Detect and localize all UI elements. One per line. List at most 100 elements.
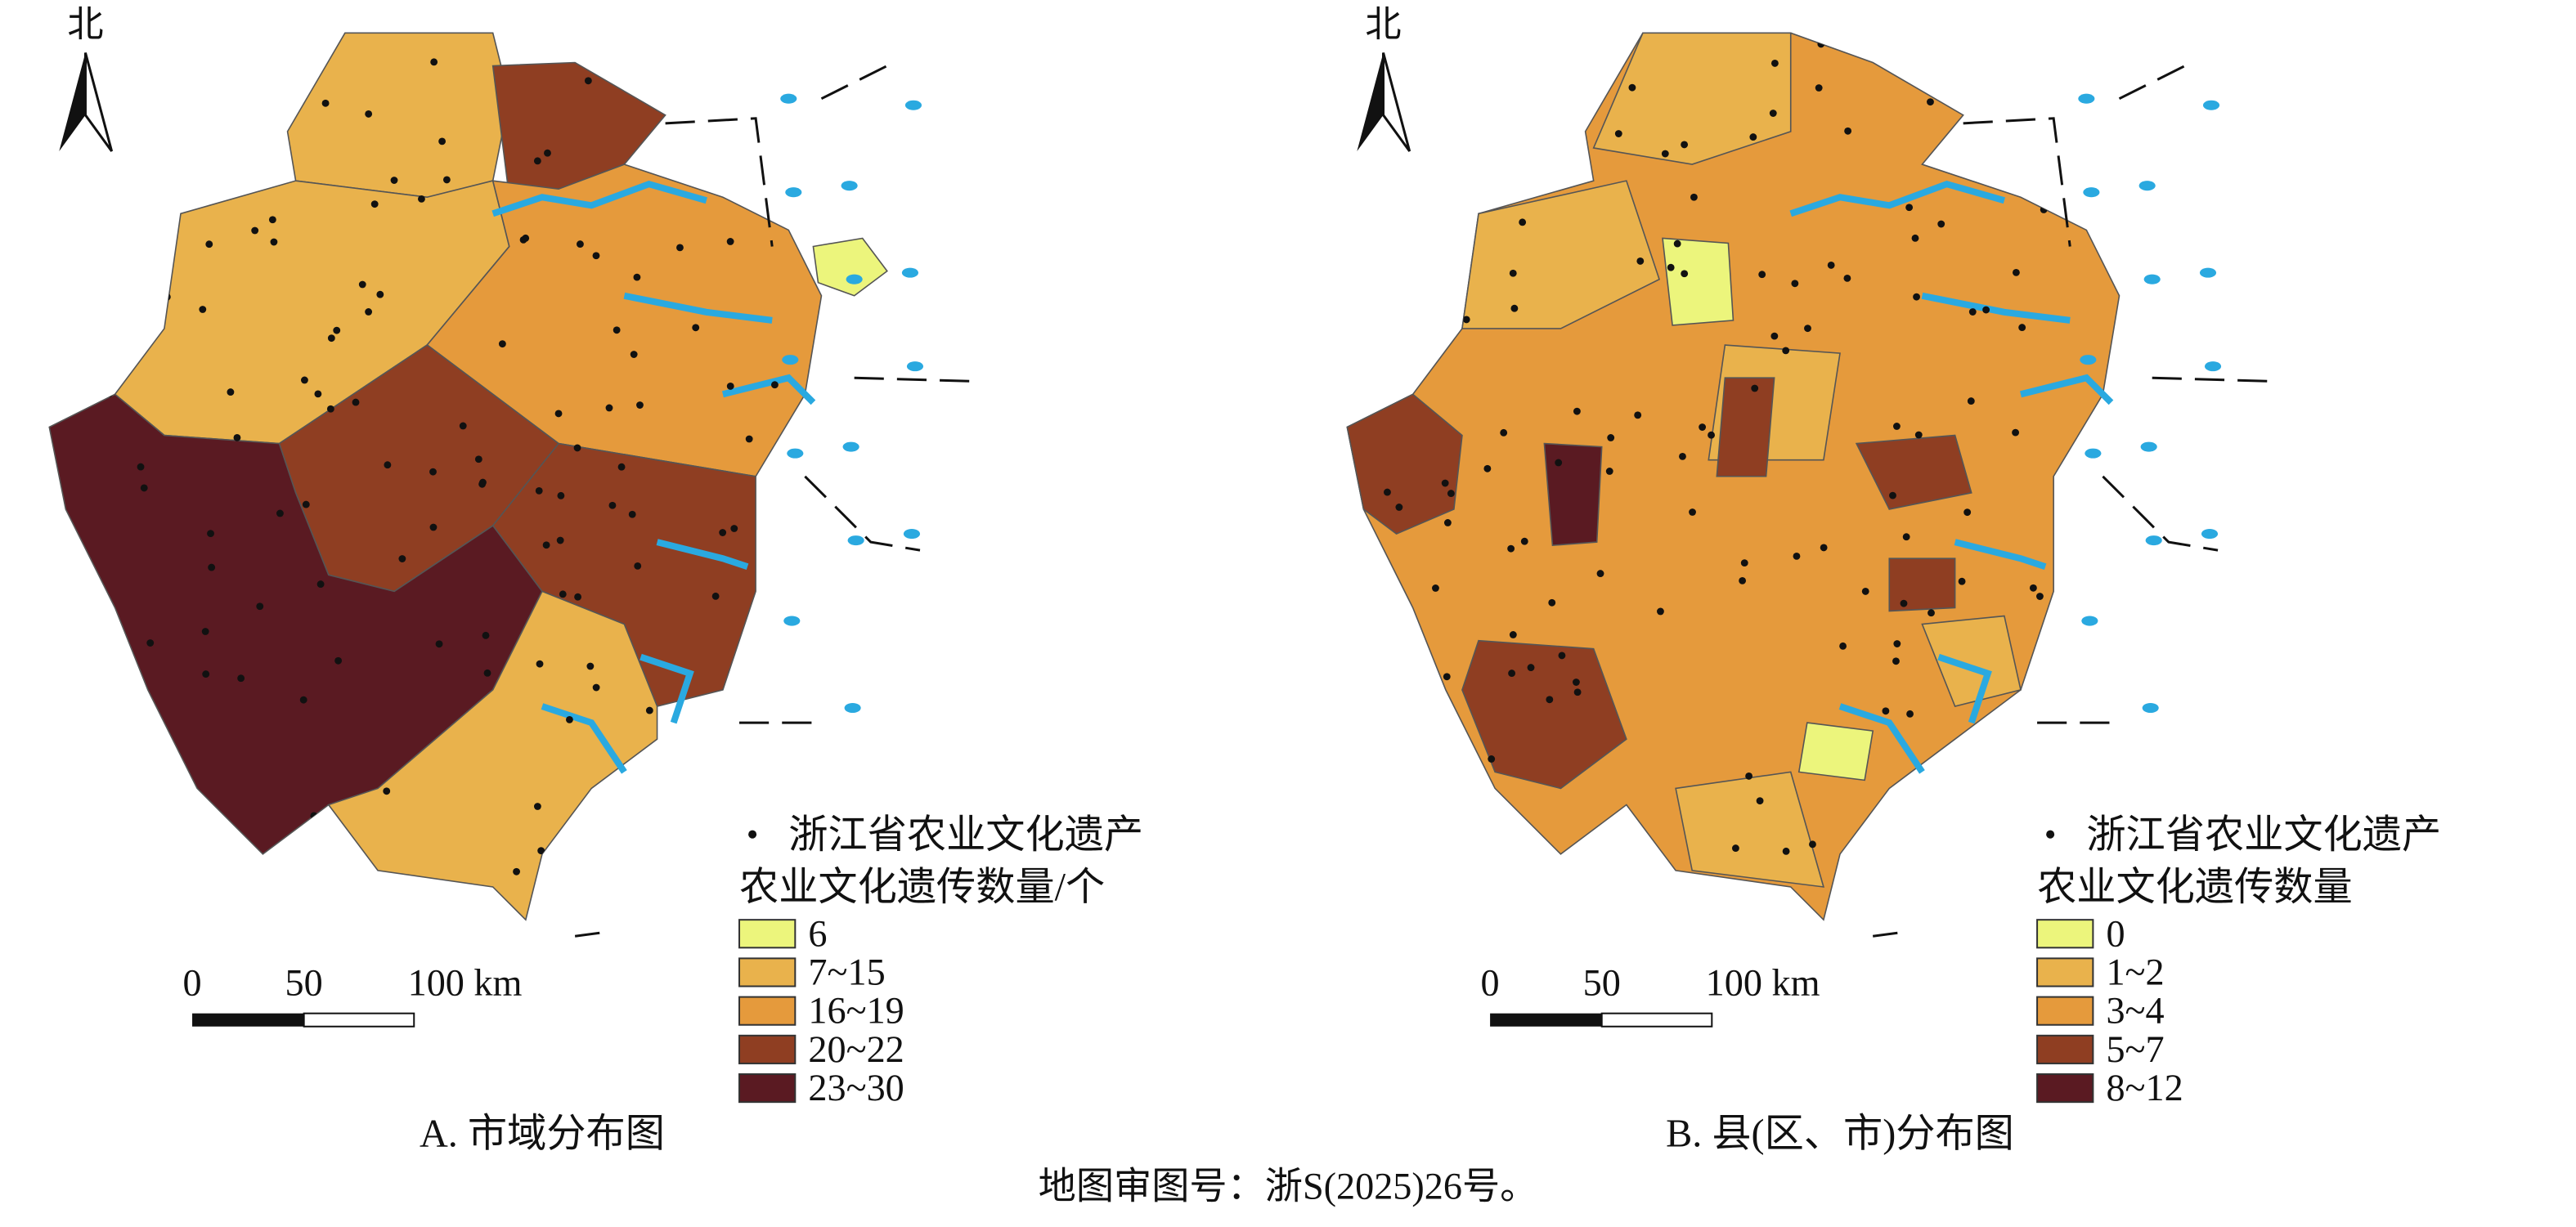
site-dot	[227, 849, 234, 857]
site-dot	[2036, 593, 2044, 600]
site-dot	[537, 847, 545, 855]
legend-title: 农业文化遗传数量/个	[739, 866, 1105, 909]
scale-label: 0	[1481, 962, 1500, 1004]
site-dot	[1347, 75, 1351, 83]
site-dot	[645, 706, 653, 714]
site-dot	[536, 660, 544, 668]
site-dot	[268, 216, 276, 224]
water	[1921, 292, 2071, 324]
island	[2202, 100, 2220, 110]
site-dot	[1509, 269, 1517, 277]
island	[842, 441, 859, 452]
site-dot	[483, 669, 491, 677]
site-dot	[302, 500, 310, 508]
site-dot	[1507, 544, 1515, 553]
legend-label: 6	[808, 912, 827, 954]
site-dot	[164, 98, 172, 106]
site-dot	[1347, 816, 1352, 823]
site-dot	[680, 841, 689, 849]
site-dot	[1362, 101, 1370, 109]
site-dot	[1905, 204, 1914, 212]
site-dot	[634, 562, 642, 570]
site-dot	[754, 206, 762, 214]
site-dot	[726, 238, 734, 245]
site-dot	[1690, 193, 1698, 201]
scale-bar	[303, 1012, 415, 1028]
site-dot	[719, 529, 727, 536]
water	[1789, 180, 2005, 217]
site-dot	[1605, 468, 1613, 475]
site-dot	[1820, 544, 1828, 552]
boundary-line	[854, 376, 970, 383]
scale-bar	[192, 1013, 304, 1027]
site-dot	[783, 727, 791, 735]
site-dot	[1420, 365, 1428, 374]
site-dot	[1636, 257, 1645, 265]
site-dot	[1902, 533, 1910, 541]
boundary-line	[1872, 931, 1898, 938]
site-dot	[327, 334, 335, 343]
legend-swatch	[2036, 1073, 2094, 1104]
site-dot	[633, 273, 641, 281]
site-dot	[194, 147, 201, 155]
site-dot	[727, 793, 735, 801]
water	[640, 653, 694, 724]
site-dot	[1946, 53, 1954, 60]
site-dot	[1520, 537, 1528, 545]
island	[2143, 274, 2161, 284]
site-dot	[256, 602, 264, 611]
site-dot	[131, 755, 139, 764]
island	[846, 274, 863, 284]
site-dot	[237, 674, 245, 683]
north-arrow	[1357, 52, 1384, 151]
site-dot	[1839, 903, 1847, 911]
site-dot	[554, 410, 563, 418]
site-dot	[573, 444, 581, 452]
site-dot	[358, 280, 366, 289]
site-dot	[429, 523, 438, 531]
site-dot	[365, 110, 373, 118]
site-dot	[1574, 132, 1582, 140]
legend-point	[2046, 830, 2055, 839]
site-dot	[566, 715, 573, 723]
site-dot	[1732, 844, 1739, 853]
site-dot	[542, 541, 550, 549]
legend-swatch	[738, 1034, 797, 1064]
site-dot	[199, 306, 207, 313]
water	[1937, 653, 1992, 724]
site-dot	[1927, 98, 1934, 106]
site-dot	[1914, 431, 1923, 439]
site-dot	[1745, 772, 1753, 780]
site-dot	[208, 563, 216, 571]
site-dot	[1967, 397, 1975, 405]
site-dot	[1558, 652, 1566, 660]
island	[847, 535, 864, 546]
site-dot	[1681, 270, 1689, 278]
site-dot	[1483, 464, 1492, 472]
site-dot	[1906, 710, 1914, 718]
site-dot	[1508, 669, 1516, 677]
site-dot	[1573, 407, 1581, 415]
boundary-line	[804, 475, 921, 552]
site-dot	[479, 478, 487, 486]
site-dot	[1380, 648, 1387, 656]
site-dot	[2074, 61, 2081, 69]
site-dot	[726, 383, 734, 390]
site-dot	[1362, 307, 1370, 316]
site-dot	[1911, 234, 1919, 242]
boundary-line	[1963, 117, 2071, 247]
site-dot	[1913, 293, 1920, 301]
scale-label: 50	[1583, 962, 1621, 1004]
region	[1543, 442, 1603, 546]
site-dot	[533, 157, 541, 165]
island	[783, 616, 801, 626]
site-dot	[276, 509, 284, 517]
site-dot	[201, 628, 209, 635]
site-dot	[1928, 609, 1935, 617]
site-dot	[559, 590, 567, 598]
site-dot	[2097, 792, 2105, 800]
site-dot	[140, 484, 148, 492]
boundary-line	[2102, 475, 2219, 552]
site-dot	[1758, 271, 1766, 279]
site-dot	[1889, 837, 1897, 845]
